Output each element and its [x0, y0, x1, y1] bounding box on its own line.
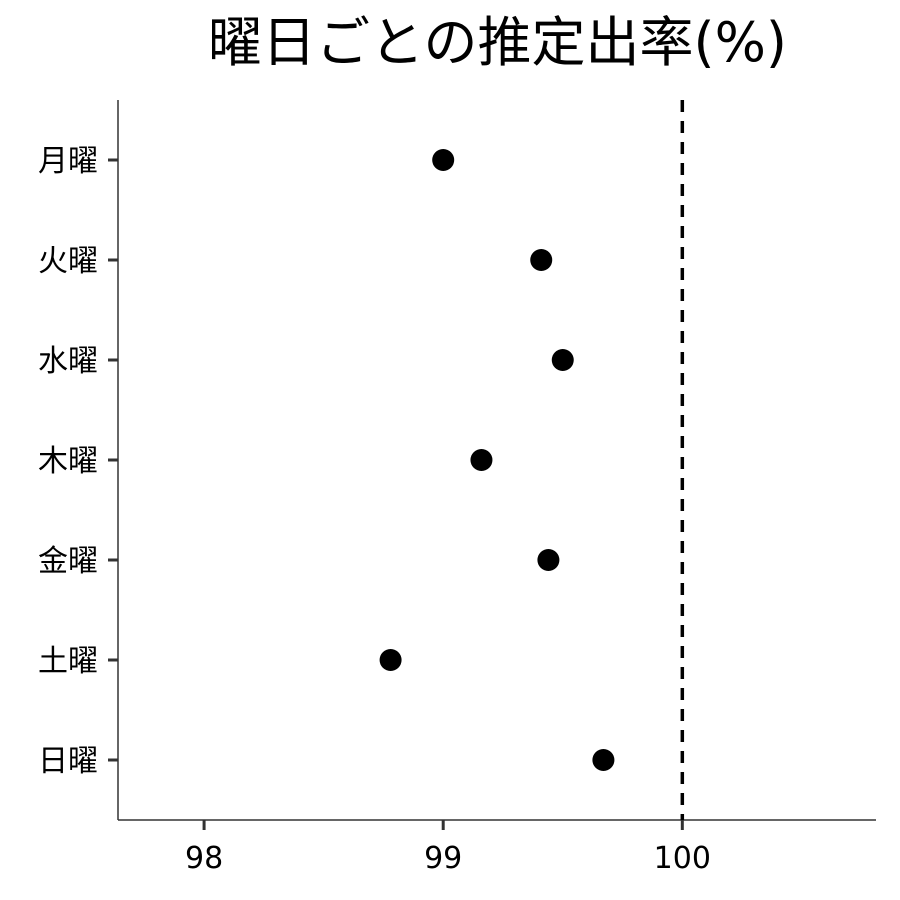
x-tick-label: 98 [185, 841, 223, 876]
data-point [551, 349, 574, 371]
y-tick-label: 月曜 [38, 144, 98, 179]
data-point [432, 149, 455, 171]
data-point [592, 749, 615, 771]
data-point [379, 649, 402, 671]
y-tick-label: 火曜 [38, 244, 98, 279]
y-tick-label: 水曜 [38, 344, 98, 379]
chart-title: 曜日ごとの推定出率(%) [208, 11, 787, 74]
y-tick-label: 日曜 [38, 744, 98, 779]
y-tick-label: 金曜 [38, 544, 98, 579]
data-point [530, 249, 553, 271]
x-tick-label: 99 [424, 841, 462, 876]
y-tick-label: 木曜 [38, 444, 98, 479]
data-points [379, 149, 615, 771]
x-axis-ticks: 98 99 100 [185, 820, 711, 876]
data-point [470, 449, 493, 471]
data-point [537, 549, 560, 571]
x-tick-label: 100 [654, 841, 711, 876]
y-tick-label: 土曜 [38, 644, 98, 679]
